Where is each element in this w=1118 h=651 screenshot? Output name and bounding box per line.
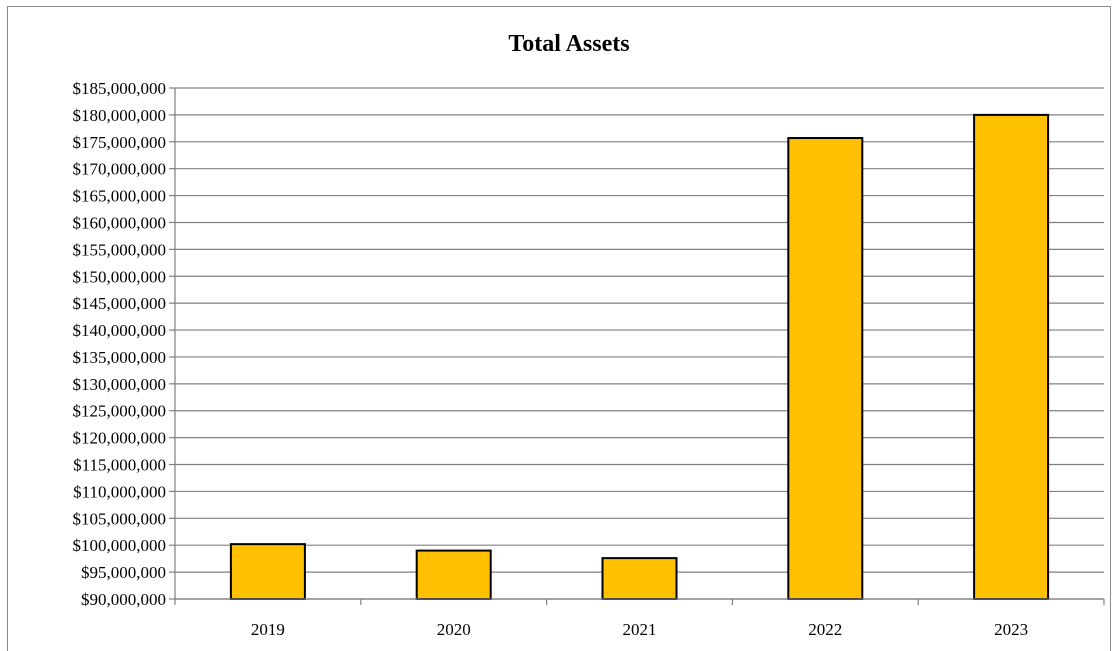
y-tick-label: $150,000,000 bbox=[73, 267, 167, 286]
y-tick-label: $175,000,000 bbox=[73, 133, 167, 152]
bar-2023 bbox=[973, 113, 1050, 600]
bar-2021 bbox=[601, 557, 678, 600]
y-tick-label: $110,000,000 bbox=[73, 482, 166, 501]
y-tick-label: $105,000,000 bbox=[73, 509, 167, 528]
bar-2019 bbox=[229, 543, 306, 601]
x-category-label: 2019 bbox=[251, 620, 285, 639]
y-tick-label: $185,000,000 bbox=[73, 79, 167, 98]
y-tick-label: $140,000,000 bbox=[73, 321, 167, 340]
y-tick-label: $125,000,000 bbox=[73, 402, 167, 421]
y-tick-label: $170,000,000 bbox=[73, 160, 167, 179]
axes bbox=[174, 88, 1105, 605]
chart-frame bbox=[7, 6, 1111, 651]
x-category-label: 2023 bbox=[994, 620, 1028, 639]
y-tick-label: $115,000,000 bbox=[73, 456, 166, 475]
x-category-label: 2022 bbox=[808, 620, 842, 639]
x-axis-category-labels: 2019 2020 2021 2022 2023 bbox=[251, 620, 1028, 639]
y-tick-label: $155,000,000 bbox=[73, 240, 167, 259]
bars bbox=[229, 113, 1050, 601]
y-tick-label: $160,000,000 bbox=[73, 213, 167, 232]
y-tick-label: $90,000,000 bbox=[81, 590, 166, 609]
y-tick-label: $135,000,000 bbox=[73, 348, 167, 367]
y-tick-label: $130,000,000 bbox=[73, 375, 167, 394]
y-tick-label: $120,000,000 bbox=[73, 429, 167, 448]
chart-title: Total Assets bbox=[508, 31, 629, 57]
y-tick-label: $145,000,000 bbox=[73, 294, 167, 313]
y-tick-label: $165,000,000 bbox=[73, 187, 167, 206]
y-tick-label: $95,000,000 bbox=[81, 563, 166, 582]
y-tick-label: $180,000,000 bbox=[73, 106, 167, 125]
y-tick-label: $100,000,000 bbox=[73, 536, 167, 555]
gridlines bbox=[169, 87, 1104, 600]
x-category-label: 2021 bbox=[623, 620, 657, 639]
y-axis-tick-labels: $90,000,000 $95,000,000 $100,000,000 $105,0… bbox=[73, 79, 167, 609]
x-category-label: 2020 bbox=[437, 620, 471, 639]
bar-2020 bbox=[415, 549, 492, 601]
bar-2022 bbox=[787, 137, 864, 601]
